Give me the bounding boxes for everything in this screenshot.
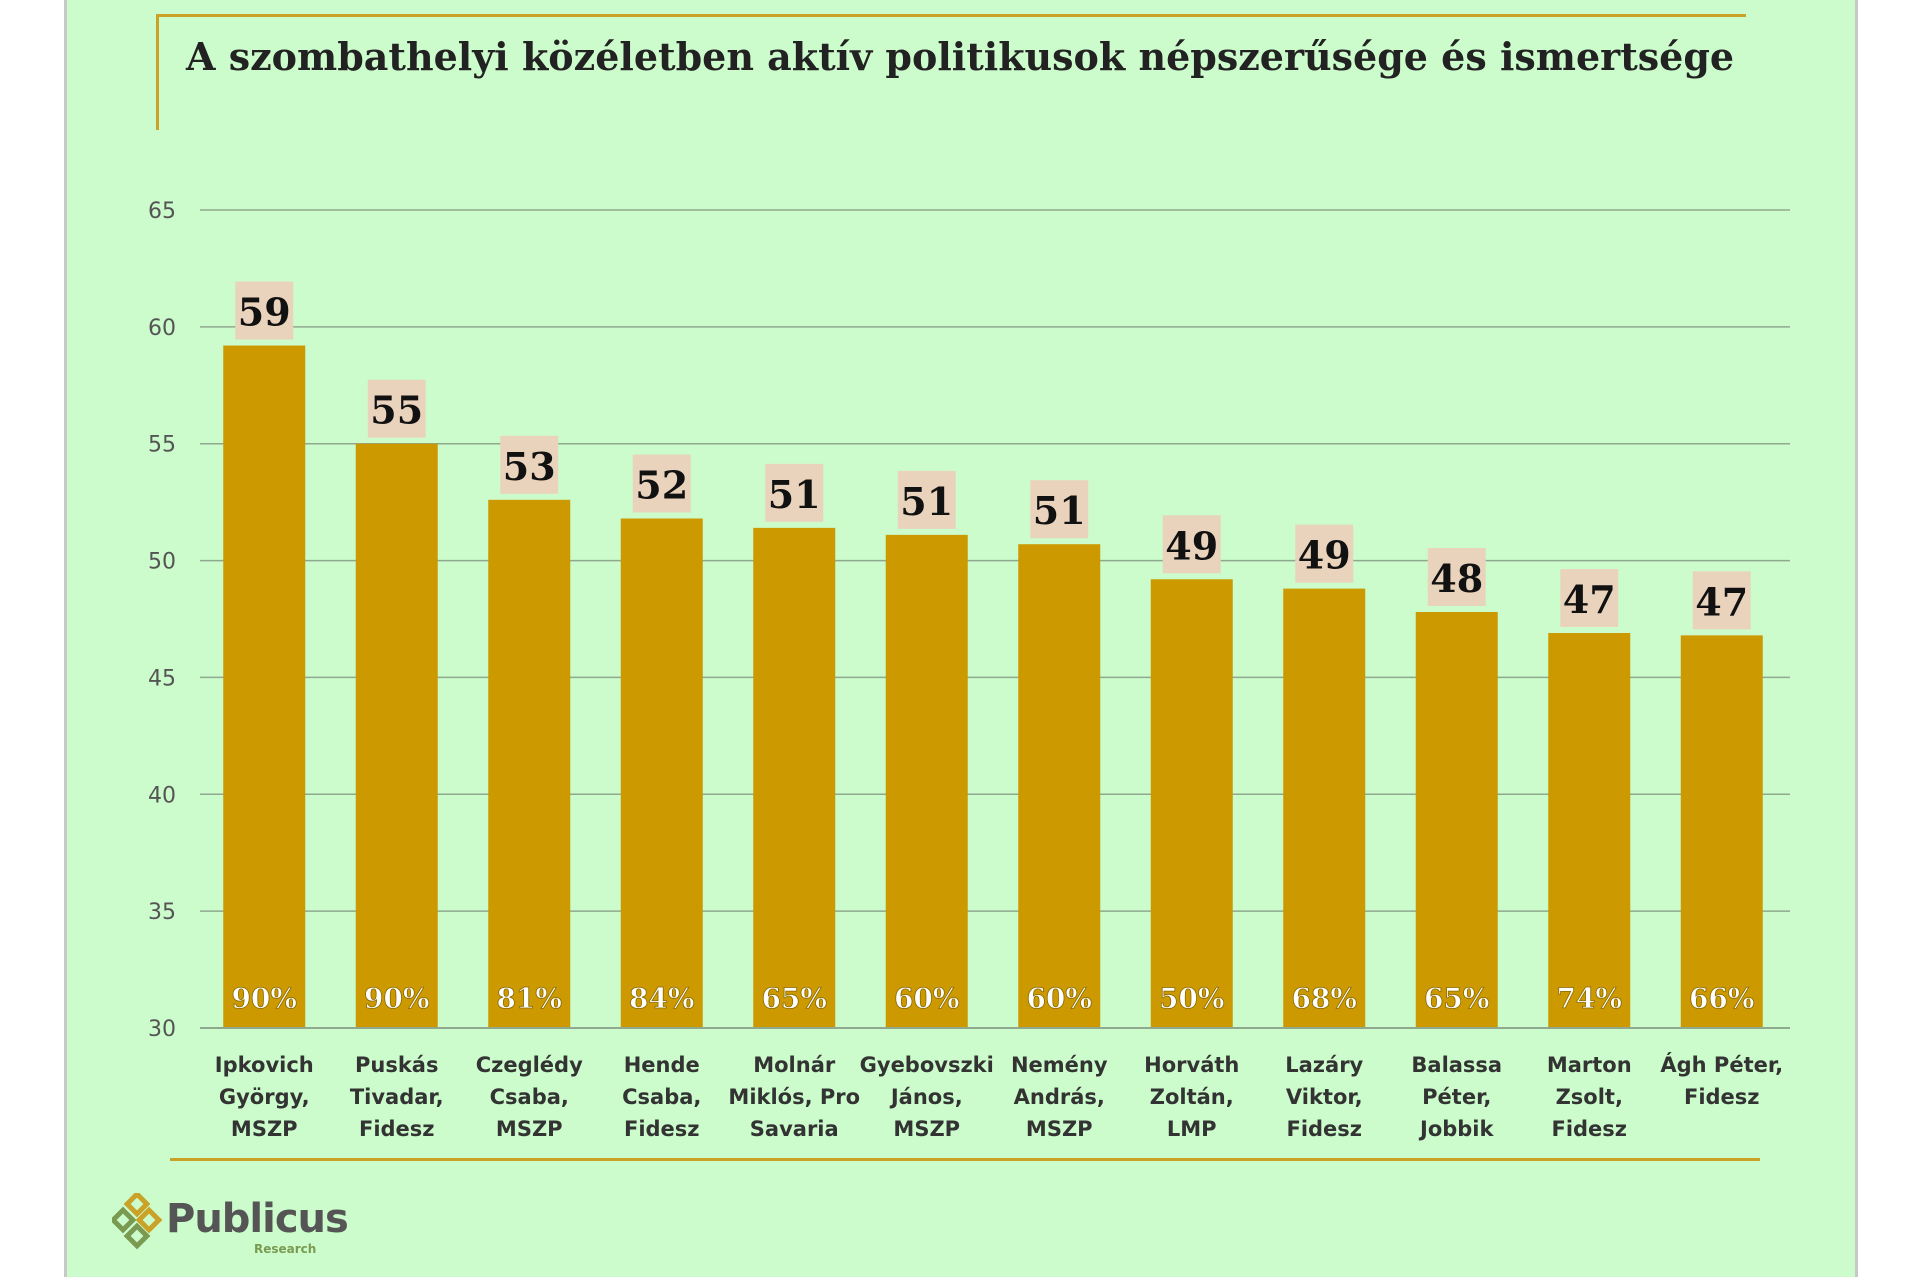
data-label: 59 bbox=[238, 290, 291, 335]
y-tick-label: 65 bbox=[148, 199, 176, 224]
value-label-box bbox=[632, 454, 691, 513]
value-label-box bbox=[500, 435, 559, 494]
familiarity-label: 68% bbox=[1291, 982, 1357, 1015]
value-label-box bbox=[897, 470, 956, 529]
x-tick-label: Savaria bbox=[750, 1117, 839, 1141]
x-tick-label: MSZP bbox=[1026, 1117, 1093, 1141]
familiarity-label: 84% bbox=[629, 982, 695, 1015]
value-label-box bbox=[1427, 547, 1486, 606]
data-label: 47 bbox=[1563, 577, 1616, 622]
bar bbox=[1150, 579, 1233, 1028]
bar bbox=[1548, 633, 1631, 1028]
y-tick-label: 40 bbox=[148, 783, 176, 808]
x-tick-label: Miklós, Pro bbox=[728, 1085, 860, 1109]
bar bbox=[620, 518, 703, 1028]
bar bbox=[1283, 588, 1366, 1028]
y-tick-label: 60 bbox=[148, 316, 176, 341]
data-label: 51 bbox=[900, 479, 953, 524]
y-tick-label: 45 bbox=[148, 666, 176, 691]
familiarity-label: 65% bbox=[1424, 982, 1490, 1015]
y-tick-label: 55 bbox=[148, 433, 176, 458]
familiarity-label: 65% bbox=[761, 982, 827, 1015]
x-tick-label: Tivadar, bbox=[350, 1085, 444, 1109]
diamond-cluster-icon bbox=[112, 1193, 163, 1250]
x-tick-label: Fidesz bbox=[359, 1117, 435, 1141]
x-tick-label: Viktor, bbox=[1286, 1085, 1363, 1109]
data-label: 53 bbox=[503, 444, 556, 489]
x-tick-label: Fidesz bbox=[1684, 1085, 1760, 1109]
x-tick-label: Ágh Péter, bbox=[1660, 1052, 1783, 1077]
value-label-box bbox=[235, 281, 294, 340]
x-tick-label: Fidesz bbox=[1286, 1117, 1362, 1141]
x-tick-label: Péter, bbox=[1422, 1085, 1491, 1109]
data-label: 49 bbox=[1298, 533, 1351, 578]
bar bbox=[753, 527, 836, 1028]
title-frame-top-line bbox=[156, 14, 1746, 17]
value-label-box bbox=[367, 379, 426, 438]
x-tick-label: Zsolt, bbox=[1556, 1085, 1623, 1109]
x-tick-label: Lazáry bbox=[1285, 1053, 1363, 1077]
familiarity-label: 90% bbox=[364, 982, 430, 1015]
logo-sub: Research bbox=[254, 1242, 317, 1256]
value-label-box bbox=[1560, 569, 1619, 628]
y-tick-label: 50 bbox=[148, 550, 176, 575]
x-tick-label: Jobbik bbox=[1418, 1117, 1495, 1141]
value-label-box bbox=[1295, 524, 1354, 583]
x-tick-label: Nemény bbox=[1011, 1053, 1108, 1077]
data-label: 51 bbox=[768, 472, 821, 517]
x-tick-label: Csaba, bbox=[622, 1085, 701, 1109]
bar bbox=[885, 534, 968, 1028]
title-frame-left-line bbox=[156, 14, 159, 130]
familiarity-label: 60% bbox=[1026, 982, 1092, 1015]
bar bbox=[1680, 635, 1763, 1028]
bar-chart: 30 35 40 45 50 55 60 65 59 90% Ipkovich György, MSZP… bbox=[148, 199, 1790, 1141]
value-label-box bbox=[1162, 515, 1221, 574]
x-tick-label: Fidesz bbox=[624, 1117, 700, 1141]
bar bbox=[355, 443, 438, 1028]
x-tick-label: András, bbox=[1014, 1085, 1105, 1109]
familiarity-label: 90% bbox=[231, 982, 297, 1015]
x-tick-label: Balassa bbox=[1411, 1053, 1502, 1077]
x-tick-label: Horváth bbox=[1144, 1053, 1239, 1077]
bar bbox=[1018, 544, 1101, 1028]
x-tick-label: MSZP bbox=[496, 1117, 563, 1141]
x-tick-label: György, bbox=[219, 1085, 310, 1109]
x-tick-label: János, bbox=[889, 1085, 963, 1109]
familiarity-label: 50% bbox=[1159, 982, 1225, 1015]
x-tick-label: Csaba, bbox=[490, 1085, 569, 1109]
x-tick-label: MSZP bbox=[893, 1117, 960, 1141]
value-label-box bbox=[765, 463, 824, 522]
chart-title: A szombathelyi közéletben aktív politiku… bbox=[186, 34, 1735, 79]
value-label-box bbox=[1692, 571, 1751, 630]
familiarity-label: 66% bbox=[1689, 982, 1755, 1015]
bar bbox=[488, 499, 571, 1028]
x-tick-label: Zoltán, bbox=[1150, 1085, 1234, 1109]
bar bbox=[1415, 611, 1498, 1028]
x-tick-label: Czeglédy bbox=[476, 1053, 583, 1077]
familiarity-label: 60% bbox=[894, 982, 960, 1015]
data-label: 55 bbox=[370, 388, 423, 433]
data-label: 48 bbox=[1430, 556, 1483, 601]
data-label: 49 bbox=[1165, 523, 1218, 568]
x-tick-label: Ipkovich bbox=[215, 1053, 314, 1077]
y-tick-label: 30 bbox=[148, 1017, 176, 1042]
familiarity-label: 74% bbox=[1556, 982, 1622, 1015]
x-tick-label: Fidesz bbox=[1551, 1117, 1627, 1141]
x-tick-label: MSZP bbox=[231, 1117, 298, 1141]
familiarity-label: 81% bbox=[496, 982, 562, 1015]
bottom-rule bbox=[170, 1158, 1760, 1161]
value-label-box bbox=[1030, 480, 1089, 539]
x-tick-label: Puskás bbox=[355, 1053, 438, 1077]
x-tick-label: LMP bbox=[1167, 1117, 1217, 1141]
data-label: 52 bbox=[635, 463, 688, 508]
x-tick-label: Gyebovszki bbox=[860, 1053, 994, 1077]
logo-name: Publicus bbox=[166, 1196, 349, 1242]
data-label: 51 bbox=[1033, 488, 1086, 533]
x-tick-label: Molnár bbox=[753, 1053, 836, 1077]
y-tick-label: 35 bbox=[148, 900, 176, 925]
data-label: 47 bbox=[1695, 579, 1748, 624]
x-tick-label: Marton bbox=[1547, 1053, 1632, 1077]
bar bbox=[223, 345, 306, 1028]
x-tick-label: Hende bbox=[624, 1053, 700, 1077]
